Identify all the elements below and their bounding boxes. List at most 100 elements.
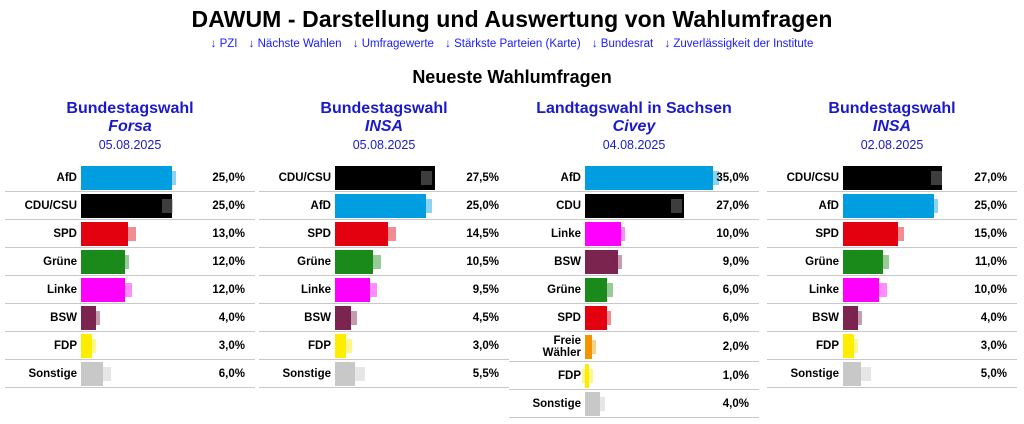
party-label: CDU: [556, 199, 581, 212]
party-bar[interactable]: [585, 194, 684, 218]
party-bar[interactable]: [81, 250, 125, 274]
party-row-fdp[interactable]: FDP 3,0%: [767, 332, 1017, 360]
party-bar[interactable]: [843, 306, 858, 330]
party-row-sonstige[interactable]: Sonstige 6,0%: [5, 360, 255, 388]
party-bar[interactable]: [335, 334, 346, 358]
poll-institute[interactable]: Forsa: [108, 118, 152, 135]
nav-link-zuverlaessigkeit[interactable]: ↓ Zuverlässigkeit der Institute: [664, 38, 814, 50]
poll-election[interactable]: Bundestagswahl: [320, 100, 448, 117]
party-bar[interactable]: [585, 392, 600, 416]
party-value: 5,0%: [980, 367, 1007, 380]
party-bar[interactable]: [585, 335, 593, 359]
party-value: 10,5%: [466, 255, 499, 268]
party-row-afd[interactable]: AfD 35,0%: [509, 164, 759, 192]
party-bar[interactable]: [585, 250, 618, 274]
party-row-fdp[interactable]: FDP 3,0%: [259, 332, 509, 360]
poll-panel: Bundestagswahl INSA 02.08.2025 CDU/CSU 27…: [767, 100, 1017, 388]
party-row-sonstige[interactable]: Sonstige 4,0%: [509, 390, 759, 418]
previous-value-marker: [876, 283, 888, 297]
party-label: SPD: [307, 227, 331, 240]
poll-election[interactable]: Landtagswahl in Sachsen: [536, 100, 732, 117]
party-row-gruene[interactable]: Grüne 11,0%: [767, 248, 1017, 276]
party-bar[interactable]: [335, 278, 370, 302]
party-bar[interactable]: [335, 222, 388, 246]
party-row-spd[interactable]: SPD 13,0%: [5, 220, 255, 248]
party-row-linke[interactable]: Linke 10,0%: [767, 276, 1017, 304]
nav-link-staerkste-parteien[interactable]: ↓ Stärkste Parteien (Karte): [445, 38, 581, 50]
party-row-fdp[interactable]: FDP 1,0%: [509, 362, 759, 390]
party-value: 12,0%: [212, 255, 245, 268]
poll-institute[interactable]: Civey: [612, 118, 656, 135]
party-bar[interactable]: [843, 278, 880, 302]
previous-value-marker: [340, 339, 352, 353]
party-bar[interactable]: [81, 166, 173, 190]
party-row-afd[interactable]: AfD 25,0%: [259, 192, 509, 220]
party-bar[interactable]: [81, 306, 96, 330]
party-label: Grüne: [43, 255, 77, 268]
nav-link-umfragewerte[interactable]: ↓ Umfragewerte: [352, 38, 434, 50]
party-bar[interactable]: [585, 222, 622, 246]
party-bar[interactable]: [843, 334, 854, 358]
party-bar[interactable]: [335, 250, 374, 274]
party-bar[interactable]: [585, 278, 607, 302]
party-row-freie-waehler[interactable]: Freie Wähler 2,0%: [509, 332, 759, 362]
poll-election[interactable]: Bundestagswahl: [66, 100, 194, 117]
party-row-bsw[interactable]: BSW 4,0%: [5, 304, 255, 332]
party-bar[interactable]: [335, 362, 356, 386]
party-row-fdp[interactable]: FDP 3,0%: [5, 332, 255, 360]
party-bar[interactable]: [81, 222, 129, 246]
poll-institute[interactable]: INSA: [872, 118, 912, 135]
party-row-bsw[interactable]: BSW 4,5%: [259, 304, 509, 332]
party-row-linke[interactable]: Linke 12,0%: [5, 276, 255, 304]
poll-panel: Landtagswahl in Sachsen Civey 04.08.2025…: [509, 100, 759, 418]
party-bar[interactable]: [335, 306, 352, 330]
party-bar[interactable]: [843, 166, 942, 190]
party-bar[interactable]: [843, 222, 898, 246]
party-label: BSW: [812, 311, 839, 324]
party-row-cdu-csu[interactable]: CDU/CSU 25,0%: [5, 192, 255, 220]
party-row-sonstige[interactable]: Sonstige 5,5%: [259, 360, 509, 388]
party-bar[interactable]: [585, 364, 589, 388]
party-bar[interactable]: [843, 250, 884, 274]
party-row-spd[interactable]: SPD 6,0%: [509, 304, 759, 332]
party-row-gruene[interactable]: Grüne 12,0%: [5, 248, 255, 276]
party-row-linke[interactable]: Linke 10,0%: [509, 220, 759, 248]
party-value: 6,0%: [722, 311, 749, 324]
poll-election[interactable]: Bundestagswahl: [828, 100, 956, 117]
party-value: 35,0%: [716, 171, 749, 184]
party-row-bsw[interactable]: BSW 9,0%: [509, 248, 759, 276]
party-bar[interactable]: [843, 194, 935, 218]
party-bar[interactable]: [335, 166, 436, 190]
party-bar[interactable]: [81, 362, 103, 386]
poll-date: 05.08.2025: [98, 138, 162, 152]
party-row-cdu-csu[interactable]: CDU/CSU 27,0%: [767, 164, 1017, 192]
party-row-sonstige[interactable]: Sonstige 5,0%: [767, 360, 1017, 388]
previous-value-marker: [117, 255, 129, 269]
party-row-spd[interactable]: SPD 15,0%: [767, 220, 1017, 248]
poll-institute[interactable]: INSA: [364, 118, 404, 135]
party-bar[interactable]: [81, 334, 92, 358]
nav-link-bundesrat[interactable]: ↓ Bundesrat: [591, 38, 654, 50]
nav-link-naechste-wahlen[interactable]: ↓ Nächste Wahlen: [248, 38, 342, 50]
previous-value-marker: [671, 199, 683, 213]
nav-link-pzi[interactable]: ↓ PZI: [210, 38, 238, 50]
party-row-spd[interactable]: SPD 14,5%: [259, 220, 509, 248]
party-bar[interactable]: [585, 166, 713, 190]
party-bar[interactable]: [335, 194, 427, 218]
party-bar[interactable]: [585, 306, 607, 330]
party-row-afd[interactable]: AfD 25,0%: [767, 192, 1017, 220]
party-bar[interactable]: [81, 194, 173, 218]
party-row-bsw[interactable]: BSW 4,0%: [767, 304, 1017, 332]
party-bar[interactable]: [81, 278, 125, 302]
party-row-gruene[interactable]: Grüne 10,5%: [259, 248, 509, 276]
party-row-linke[interactable]: Linke 9,5%: [259, 276, 509, 304]
party-row-afd[interactable]: AfD 25,0%: [5, 164, 255, 192]
party-row-cdu[interactable]: CDU 27,0%: [509, 192, 759, 220]
party-row-gruene[interactable]: Grüne 6,0%: [509, 276, 759, 304]
party-row-cdu-csu[interactable]: CDU/CSU 27,5%: [259, 164, 509, 192]
party-value: 1,0%: [722, 369, 749, 382]
party-value: 5,5%: [472, 367, 499, 380]
party-value: 9,0%: [722, 255, 749, 268]
previous-value-marker: [594, 397, 606, 411]
party-bar[interactable]: [843, 362, 862, 386]
